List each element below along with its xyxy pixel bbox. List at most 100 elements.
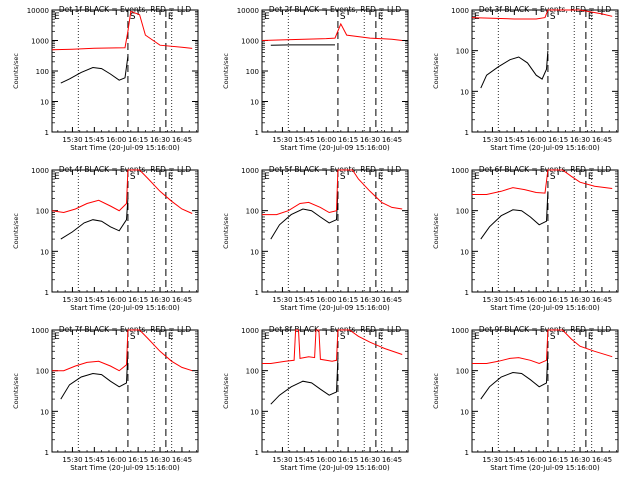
end-marker-label-left: E [54, 12, 60, 22]
start-marker-label: S [340, 332, 346, 342]
y-tick-label: 10 [250, 248, 259, 256]
y-tick-label: 1000 [451, 167, 469, 175]
y-tick-label: 10 [40, 408, 49, 416]
events-series-line [61, 351, 128, 399]
y-tick-label: 10 [40, 99, 49, 107]
y-tick-label: 100 [246, 368, 259, 376]
y-tick-label: 10 [460, 408, 469, 416]
start-marker-label: S [340, 12, 346, 22]
end-marker-label: E [378, 332, 384, 342]
y-tick-label: 1000 [451, 7, 469, 15]
y-tick-label: 1000 [241, 167, 259, 175]
start-marker-label: S [550, 12, 556, 22]
x-tick-label: 16:15 [128, 296, 148, 304]
end-marker-label: E [588, 172, 594, 182]
x-tick-label: 15:45 [504, 456, 524, 464]
end-marker-label-left: E [474, 332, 480, 342]
x-axis-label: Start Time (20-Jul-09 15:16:00) [70, 144, 180, 152]
x-tick-label: 16:15 [548, 456, 568, 464]
x-tick-label: 16:15 [338, 136, 358, 144]
x-tick-label: 15:30 [482, 456, 502, 464]
x-tick-label: 15:45 [294, 456, 314, 464]
x-tick-label: 16:45 [592, 136, 612, 144]
x-tick-label: 16:45 [172, 136, 192, 144]
x-tick-label: 15:30 [62, 296, 82, 304]
start-marker-label: S [130, 332, 136, 342]
y-tick-label: 100 [456, 48, 469, 56]
plot-frame [262, 10, 408, 132]
end-marker-label-left: E [264, 332, 270, 342]
end-marker-label: E [588, 332, 594, 342]
y-axis-label: Counts/sec [432, 53, 440, 89]
y-tick-label: 10 [460, 248, 469, 256]
start-marker-label: S [550, 332, 556, 342]
x-tick-label: 16:15 [548, 296, 568, 304]
y-tick-label: 1000 [31, 327, 49, 335]
x-tick-label: 16:00 [316, 456, 336, 464]
x-axis-label: Start Time (20-Jul-09 15:16:00) [280, 464, 390, 472]
x-tick-label: 15:45 [84, 296, 104, 304]
x-tick-label: 16:30 [570, 296, 590, 304]
plot-frame [472, 170, 618, 292]
x-tick-label: 16:30 [150, 456, 170, 464]
end-marker-label: E [378, 172, 384, 182]
start-marker-label: S [340, 172, 346, 182]
y-tick-label: 100 [36, 368, 49, 376]
x-tick-label: 16:45 [382, 136, 402, 144]
y-tick-label: 1 [255, 289, 259, 297]
y-tick-label: 100 [36, 68, 49, 76]
end-marker-label: E [168, 332, 174, 342]
x-axis-label: Start Time (20-Jul-09 15:16:00) [490, 464, 600, 472]
events-series-line [271, 191, 338, 239]
x-tick-label: 16:15 [338, 456, 358, 464]
end-marker-label-left: E [54, 172, 60, 182]
y-tick-label: 1000 [31, 167, 49, 175]
y-tick-label: 10 [40, 248, 49, 256]
start-marker-label: S [550, 172, 556, 182]
y-tick-label: 10 [250, 408, 259, 416]
x-tick-label: 16:45 [172, 296, 192, 304]
events-series-line [61, 198, 128, 239]
x-tick-label: 16:30 [360, 296, 380, 304]
end-marker-label: E [168, 172, 174, 182]
y-tick-label: 1 [255, 449, 259, 457]
events-series-line [481, 191, 548, 239]
x-tick-label: 15:45 [504, 296, 524, 304]
y-axis-label: Counts/sec [222, 53, 230, 89]
plot-frame [472, 330, 618, 452]
x-tick-label: 16:45 [592, 296, 612, 304]
y-tick-label: 10000 [237, 7, 259, 15]
y-tick-label: 100 [456, 368, 469, 376]
y-tick-label: 1 [465, 129, 469, 137]
x-tick-label: 16:45 [382, 456, 402, 464]
end-marker-label-left: E [264, 172, 270, 182]
x-axis-label: Start Time (20-Jul-09 15:16:00) [490, 144, 600, 152]
plot-frame [262, 170, 408, 292]
x-tick-label: 16:30 [150, 296, 170, 304]
y-tick-label: 1 [45, 449, 49, 457]
start-marker-label: S [130, 172, 136, 182]
x-tick-label: 15:45 [294, 136, 314, 144]
y-axis-label: Counts/sec [222, 373, 230, 409]
y-tick-label: 1000 [31, 38, 49, 46]
x-tick-label: 16:00 [526, 456, 546, 464]
x-tick-label: 15:30 [62, 456, 82, 464]
x-tick-label: 16:45 [592, 456, 612, 464]
x-axis-label: Start Time (20-Jul-09 15:16:00) [280, 304, 390, 312]
y-tick-label: 1000 [451, 327, 469, 335]
x-tick-label: 16:30 [150, 136, 170, 144]
x-tick-label: 15:30 [272, 456, 292, 464]
plot-frame [52, 330, 198, 452]
end-marker-label: E [378, 12, 384, 22]
x-tick-label: 15:30 [62, 136, 82, 144]
y-tick-label: 10 [460, 88, 469, 96]
plot-frame [472, 10, 618, 132]
x-tick-label: 16:30 [570, 136, 590, 144]
